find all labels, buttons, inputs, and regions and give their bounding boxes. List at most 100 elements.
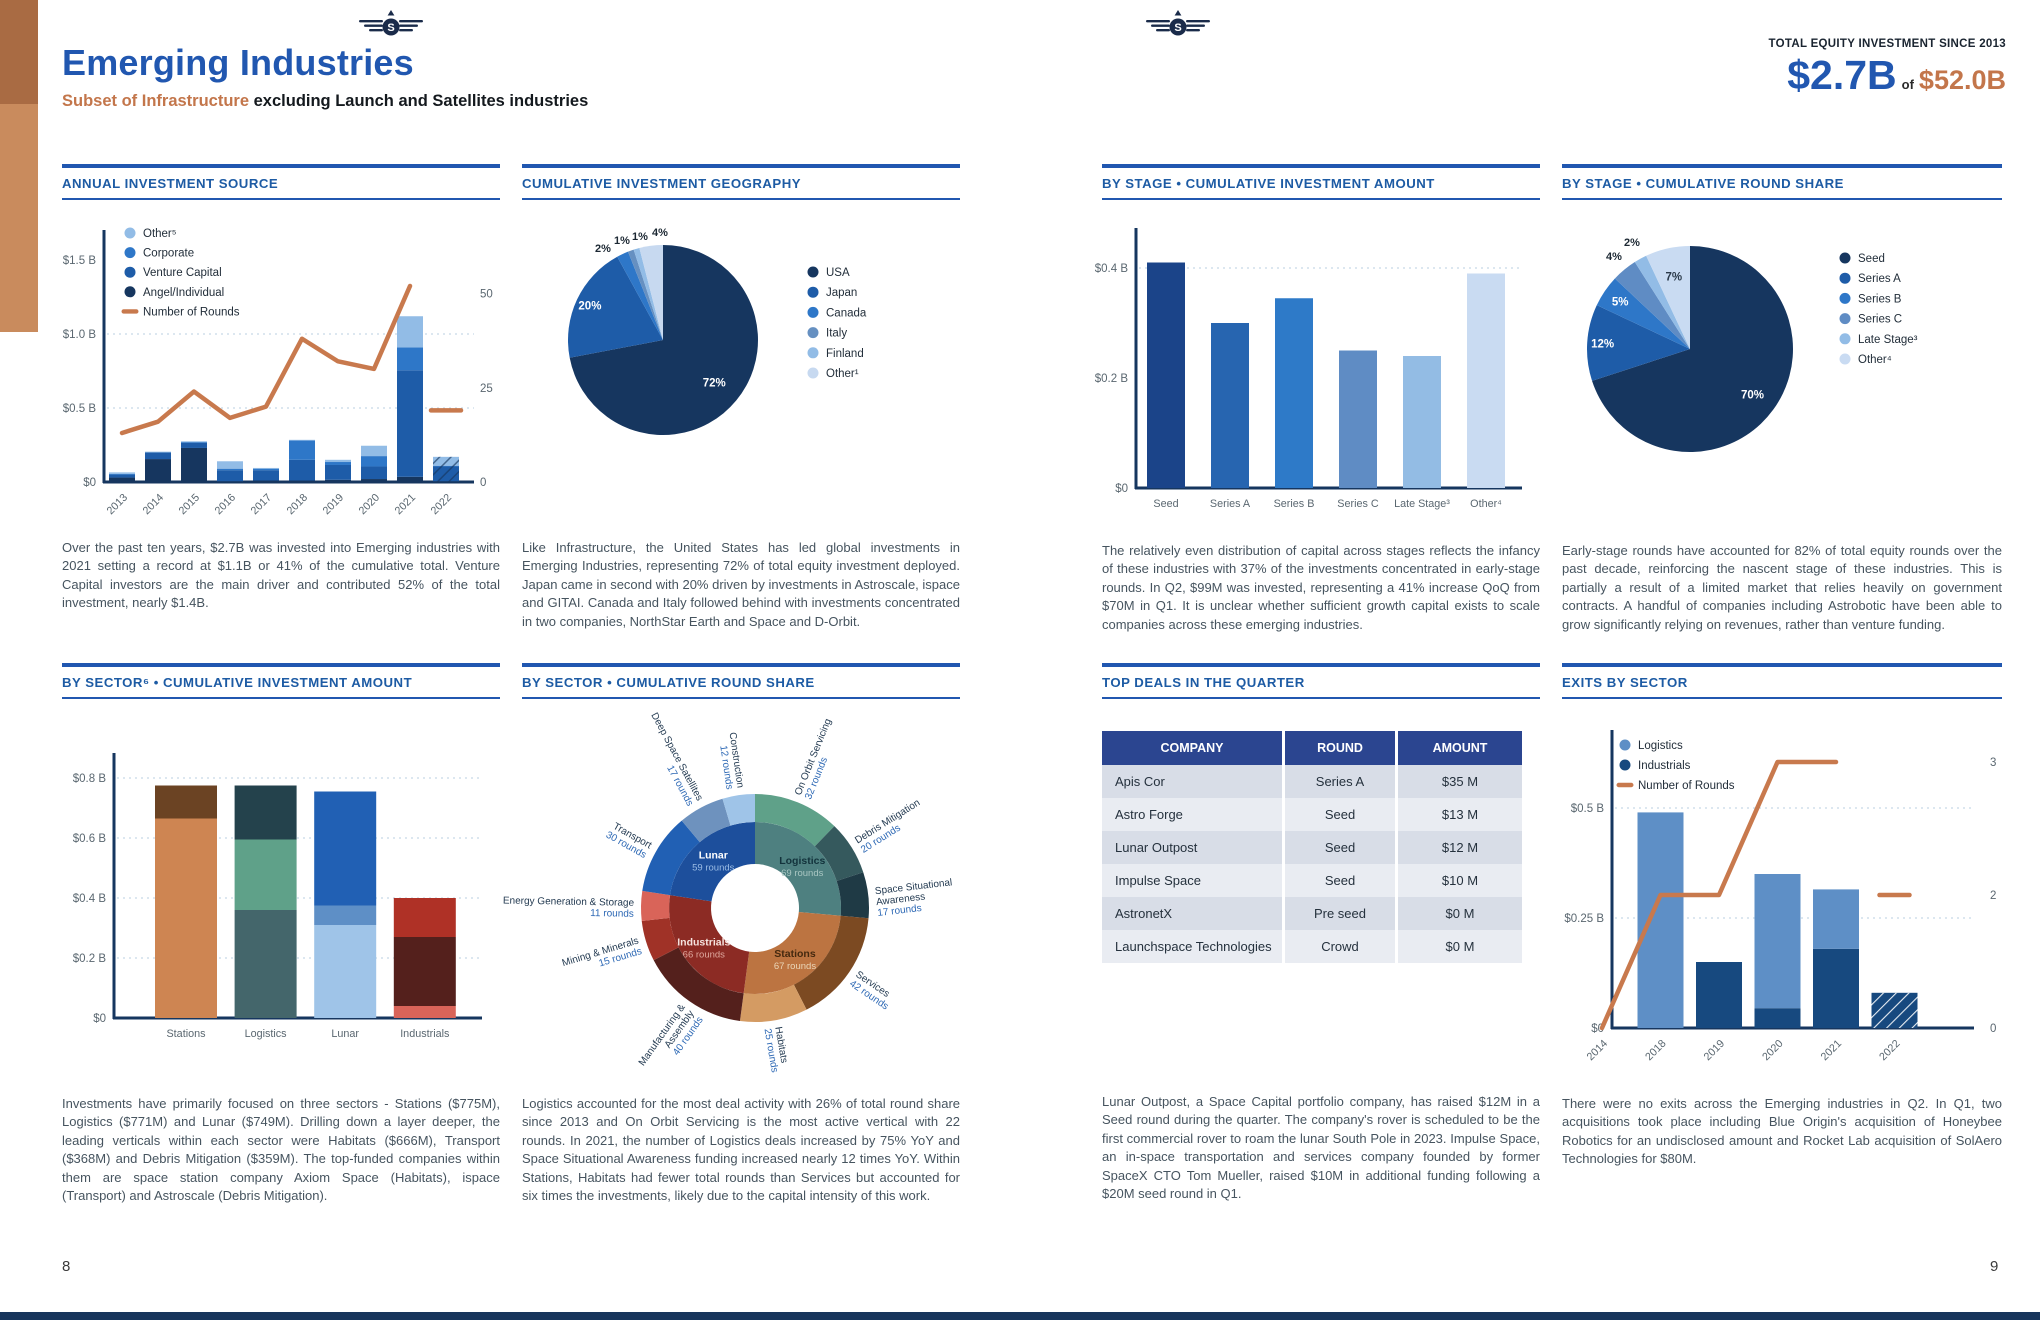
svg-text:Angel/Individual: Angel/Individual [143, 287, 224, 299]
bar-segment [361, 479, 387, 482]
svg-text:Other⁵: Other⁵ [143, 228, 177, 240]
svg-text:2019: 2019 [321, 492, 346, 517]
bar-segment [361, 456, 387, 467]
bar-segment [1467, 273, 1505, 488]
svg-text:$0.25 B: $0.25 B [1564, 913, 1604, 925]
svg-text:2: 2 [1990, 890, 1996, 902]
bar-segment [1403, 356, 1441, 488]
svg-text:2022: 2022 [1877, 1038, 1902, 1063]
bar-segment [181, 442, 207, 443]
svg-text:Number of Rounds: Number of Rounds [143, 306, 240, 318]
bar-segment [145, 459, 171, 482]
svg-text:S: S [1174, 22, 1181, 34]
bar-segment [325, 462, 351, 465]
stage-share-pie-chart: 70% 12% 5% 4% 2% 7% Seed Series A Series B Series… [1562, 200, 2002, 540]
svg-text:3: 3 [1990, 757, 1996, 769]
bar-segment [253, 480, 279, 482]
page-number-left: 8 [62, 1258, 71, 1275]
svg-text:$0.5 B: $0.5 B [63, 403, 97, 415]
svg-text:2016: 2016 [213, 492, 238, 517]
deals-col-header: COMPANY [1102, 731, 1282, 765]
svg-text:2%: 2% [595, 243, 611, 255]
chart-legend: Other⁵ Corporate Venture Capital Angel/Indi… [121, 227, 240, 318]
stage_share-svg: 70% 12% 5% 4%2% 7% Seed Series A Series B Series… [1587, 237, 1918, 452]
svg-text:Number of Rounds: Number of Rounds [1638, 780, 1735, 792]
rounds-line [119, 283, 413, 436]
deal-round: Seed [1285, 798, 1395, 831]
section-rule [1562, 164, 2002, 168]
bar-segment [289, 480, 315, 482]
section-rule [1102, 164, 1540, 168]
bar-segment [145, 452, 171, 460]
bar-segment [217, 481, 243, 482]
bar-segment [314, 925, 377, 1018]
section-top-deals: TOP DEALS IN THE QUARTER COMPANY ROUND AMO… [1102, 663, 1540, 1263]
deal-company: Impulse Space [1102, 864, 1282, 897]
vertical-slice-Mining & Minerals [641, 917, 679, 961]
chart-legend: Logistics Industrials Number of Rounds [1616, 739, 1735, 792]
section-title: BY STAGE • CUMULATIVE ROUND SHARE [1562, 176, 1844, 191]
svg-text:$0: $0 [1115, 483, 1128, 495]
bar-segment [325, 464, 351, 480]
section-sector-investment-amount: BY SECTOR⁶ • CUMULATIVE INVESTMENT AMOUN… [62, 663, 500, 1263]
sector-slice-Stations [743, 911, 841, 994]
deal-round: Series A [1285, 765, 1395, 798]
deals-table-header: COMPANY ROUND AMOUNT [1102, 731, 1522, 765]
total-investment-stat: TOTAL EQUITY INVESTMENT SINCE 2013 $2.7B… [1769, 38, 2006, 99]
bar-segment [1696, 962, 1742, 1028]
sector-slice-Logistics [755, 822, 841, 916]
stage-amount-commentary: The relatively even distribution of capi… [1102, 543, 1540, 632]
bar-segment [181, 441, 207, 443]
chart-legend: USA Japan Canada Italy Finland Other¹ [807, 266, 867, 380]
deals-col-header: ROUND [1285, 731, 1395, 765]
section-sector-round-share: BY SECTOR • CUMULATIVE ROUND SHARE Logis… [503, 663, 960, 1263]
svg-text:2021: 2021 [393, 492, 418, 517]
section-rule [522, 663, 960, 667]
section-rule [522, 198, 960, 200]
bar-segment [397, 370, 423, 477]
pie-slice-Series A [1587, 305, 1690, 381]
bar-segment [253, 470, 279, 481]
vertical-slice-Space Situational Awareness [836, 872, 869, 919]
svg-text:1%: 1% [614, 235, 630, 247]
stage-share-commentary: Early-stage rounds have accounted for 82… [1562, 543, 2002, 632]
space-capital-logo: S [359, 10, 423, 36]
svg-text:2%: 2% [1624, 237, 1640, 249]
section-exits-by-sector: EXITS BY SECTOR $0 $0.25 B $0.5 B 0 2 3 2014 20… [1562, 663, 2002, 1263]
bar-segment [361, 445, 387, 457]
pie-slice-Japan [568, 256, 663, 358]
svg-text:Venture Capital: Venture Capital [143, 267, 222, 279]
svg-text:Series A: Series A [1858, 273, 1901, 285]
bars-group [155, 785, 456, 1018]
svg-text:$0: $0 [83, 477, 96, 489]
vertical-slice-Habitats [739, 984, 807, 1022]
section-rule [62, 663, 500, 667]
svg-text:2020: 2020 [357, 492, 382, 517]
bar-segment [361, 466, 387, 480]
svg-text:2020: 2020 [1760, 1038, 1785, 1063]
chart-legend: Seed Series A Series B Series C Late Stage³ O… [1839, 252, 1918, 366]
bar-segment [234, 839, 297, 910]
geography-pie-chart: 72% 20% 2% 1% 1% 4% USA Japan Canada Italy Finland… [522, 200, 962, 540]
svg-text:5%: 5% [1612, 297, 1629, 309]
vertical-slice-Deep Space Satellites [681, 798, 731, 843]
bars-group [1637, 812, 1918, 1028]
deal-company: AstronetX [1102, 897, 1282, 930]
deal-row: Astro Forge Seed $13 M [1102, 798, 1522, 831]
vertical-slice-Debris Mitigation [814, 826, 864, 882]
section-stage-round-share: BY STAGE • CUMULATIVE ROUND SHARE 70% 12%… [1562, 164, 2002, 664]
bar-segment [1211, 323, 1249, 488]
svg-text:Late Stage³: Late Stage³ [1394, 498, 1450, 510]
svg-text:Series C: Series C [1858, 314, 1902, 326]
deal-row: Lunar Outpost Seed $12 M [1102, 831, 1522, 864]
bar-segment [1637, 812, 1684, 1028]
bar-segment [1275, 298, 1313, 488]
bar-segment [397, 476, 423, 482]
svg-text:2013: 2013 [105, 492, 130, 517]
deal-amount: $12 M [1398, 831, 1522, 864]
rounds-line [1599, 759, 1839, 1031]
svg-text:12%: 12% [1591, 339, 1614, 351]
bar-segment [1813, 889, 1859, 949]
svg-text:Industrials: Industrials [400, 1028, 450, 1040]
